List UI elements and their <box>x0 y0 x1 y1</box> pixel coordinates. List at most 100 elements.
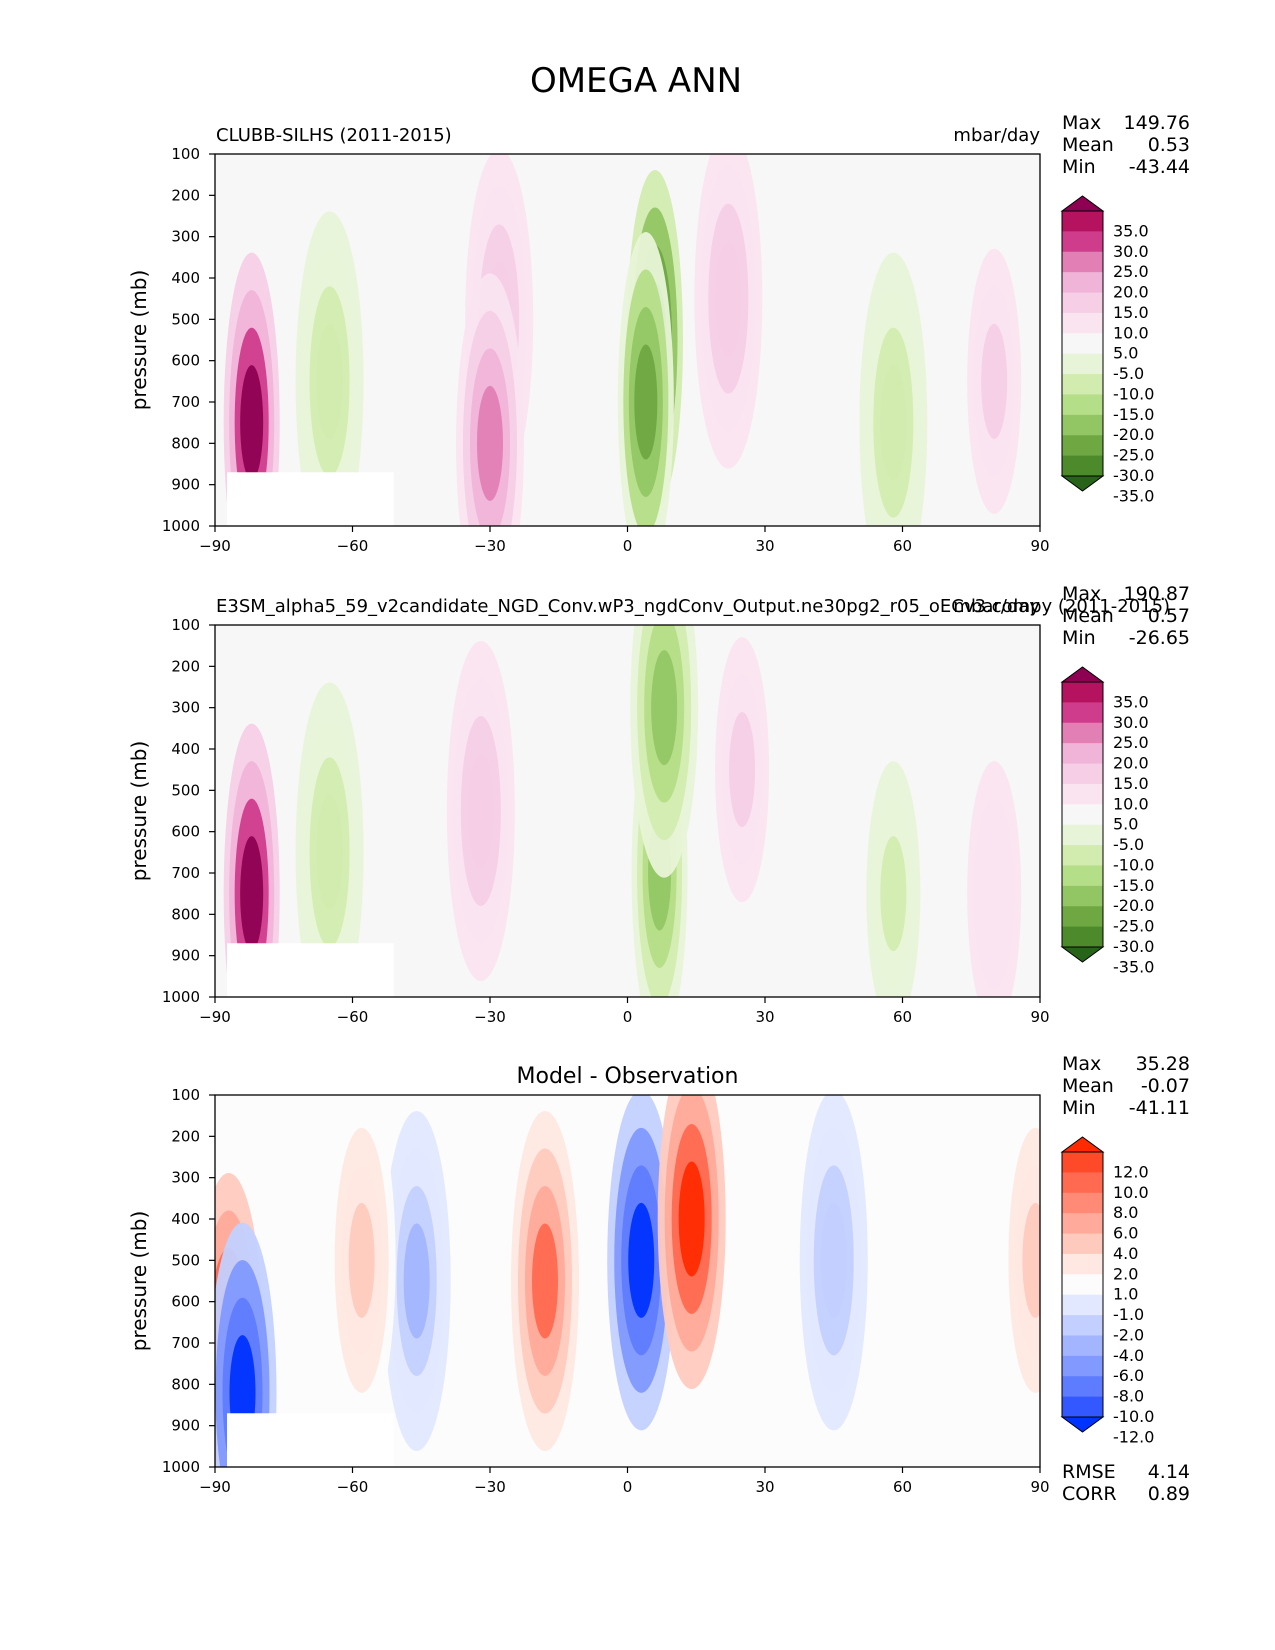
y-tick-label: 800 <box>171 905 200 923</box>
colorbar-label: 1.0 <box>1113 1285 1138 1304</box>
colorbar-segment <box>1062 926 1103 948</box>
x-tick-label: 60 <box>893 1478 912 1496</box>
y-tick-label: 100 <box>171 1086 200 1104</box>
stat-value: 190.87 <box>1124 583 1190 605</box>
colorbar-label: -5.0 <box>1113 835 1144 854</box>
colorbar-extend-min <box>1060 946 1105 963</box>
y-tick-label: 500 <box>171 1251 200 1269</box>
stat-label: Max <box>1062 583 1101 605</box>
colorbar-label: 25.0 <box>1113 733 1149 752</box>
stat-label: Mean <box>1062 1075 1114 1097</box>
x-tick-label: −60 <box>337 537 369 555</box>
colorbar-label: 15.0 <box>1113 303 1149 322</box>
panel-test: −90 −60 −30 0 30 60 90 100 200 300 400 500 600 700 800… <box>127 112 1190 555</box>
left-title: E3SM_alpha5_59_v2candidate_NGD_Conv.wP3_… <box>216 596 1170 617</box>
panel-difference: −90 −60 −30 0 30 60 90 100 200 300 400 500 600 700 800… <box>127 1053 1190 1505</box>
colorbar-extend-max <box>1060 1136 1105 1153</box>
colorbar-segment <box>1062 292 1103 314</box>
x-tick-label: −90 <box>199 537 231 555</box>
colorbar-segment <box>1062 1376 1103 1398</box>
stat-label: Min <box>1062 627 1096 649</box>
colorbar-label: 35.0 <box>1113 692 1149 711</box>
x-tick-label: −90 <box>199 1008 231 1026</box>
colorbar-label: -20.0 <box>1113 896 1154 915</box>
y-tick-label: 600 <box>171 823 200 841</box>
y-tick-label: 900 <box>171 476 200 494</box>
stat-label: Min <box>1062 156 1096 178</box>
colorbar-label: -2.0 <box>1113 1325 1144 1344</box>
figure-title: OMEGA ANN <box>530 61 742 101</box>
x-tick-label: −90 <box>199 1478 231 1496</box>
y-tick-label: 500 <box>171 781 200 799</box>
colorbar-segment <box>1062 682 1103 703</box>
colorbar-segment <box>1062 865 1103 887</box>
colorbar-segment <box>1062 211 1103 232</box>
colorbar-segment <box>1062 333 1103 355</box>
field-feature <box>880 365 907 481</box>
colorbar-label: -5.0 <box>1113 364 1144 383</box>
right-title: mbar/day <box>953 596 1040 617</box>
field-feature <box>316 323 343 439</box>
y-tick-label: 600 <box>171 1293 200 1311</box>
colorbar-segment <box>1062 804 1103 826</box>
colorbar-segment <box>1062 906 1103 928</box>
colorbar-extend-max <box>1060 195 1105 212</box>
colorbar-segment <box>1062 824 1103 846</box>
panel-reference: −90 −60 −30 0 30 60 90 100 200 300 400 500 600 700 800… <box>127 583 1190 1026</box>
colorbar-segment <box>1062 1396 1103 1418</box>
colorbar-label: 10.0 <box>1113 323 1149 342</box>
colorbar-segment <box>1062 312 1103 334</box>
bottom-stat-value: 0.89 <box>1148 1483 1190 1505</box>
field-feature <box>403 1223 430 1339</box>
y-tick-label: 400 <box>171 1210 200 1228</box>
colorbar-segment <box>1062 1172 1103 1194</box>
x-tick-label: −60 <box>337 1478 369 1496</box>
field-feature <box>729 712 756 828</box>
colorbar-label: 10.0 <box>1113 794 1149 813</box>
field-feature <box>715 241 742 357</box>
stat-value: -41.11 <box>1129 1097 1190 1119</box>
colorbar-extend-min <box>1060 1416 1105 1433</box>
x-tick-label: 0 <box>623 537 633 555</box>
stat-value: 0.53 <box>1148 134 1190 156</box>
contour-field <box>223 625 1029 997</box>
colorbar-label: 25.0 <box>1113 262 1149 281</box>
field-feature <box>651 650 678 766</box>
colorbar: 12.0 10.08.0 6.04.02.0 1.0-1.0-2.0 -4.0-6.0 -… <box>1060 1136 1154 1446</box>
x-tick-label: 90 <box>1030 1008 1049 1026</box>
contour-field <box>215 1095 1040 1467</box>
colorbar-label: -15.0 <box>1113 876 1154 895</box>
field-feature <box>240 365 264 481</box>
colorbar-label: -12.0 <box>1113 1427 1154 1446</box>
colorbar-segment <box>1062 1152 1103 1173</box>
left-title: CLUBB-SILHS (2011-2015) <box>216 125 452 146</box>
stat-label: Min <box>1062 1097 1096 1119</box>
colorbar-frame <box>1061 681 1104 948</box>
y-tick-label: 200 <box>171 657 200 675</box>
field-feature <box>634 344 658 460</box>
colorbar-label: 6.0 <box>1113 1224 1138 1243</box>
colorbar-extend-min <box>1060 475 1105 492</box>
field-feature <box>532 1223 558 1339</box>
bottom-stat-value: 4.14 <box>1148 1461 1190 1483</box>
colorbar-label: -20.0 <box>1113 425 1154 444</box>
colorbar-label: -25.0 <box>1113 446 1154 465</box>
field-feature <box>628 1202 655 1318</box>
colorbar-segment <box>1062 353 1103 375</box>
colorbar: 35.0 30.025.0 20.015.010.0 5.0-5.0-10.0 -15.… <box>1060 195 1154 505</box>
field-feature <box>981 323 1008 439</box>
colorbar-label: -30.0 <box>1113 937 1154 956</box>
colorbar-label: 15.0 <box>1113 774 1149 793</box>
field-feature <box>240 836 264 952</box>
x-tick-label: −60 <box>337 1008 369 1026</box>
x-tick-label: 30 <box>755 1008 774 1026</box>
x-tick-label: 0 <box>623 1478 633 1496</box>
y-tick-label: 200 <box>171 186 200 204</box>
x-tick-label: 60 <box>893 537 912 555</box>
colorbar-segment <box>1062 1192 1103 1214</box>
field-feature <box>316 794 343 910</box>
y-tick-label: 700 <box>171 1334 200 1352</box>
colorbar-segment <box>1062 272 1103 294</box>
colorbar-label: -10.0 <box>1113 384 1154 403</box>
y-tick-label: 1000 <box>162 517 200 535</box>
